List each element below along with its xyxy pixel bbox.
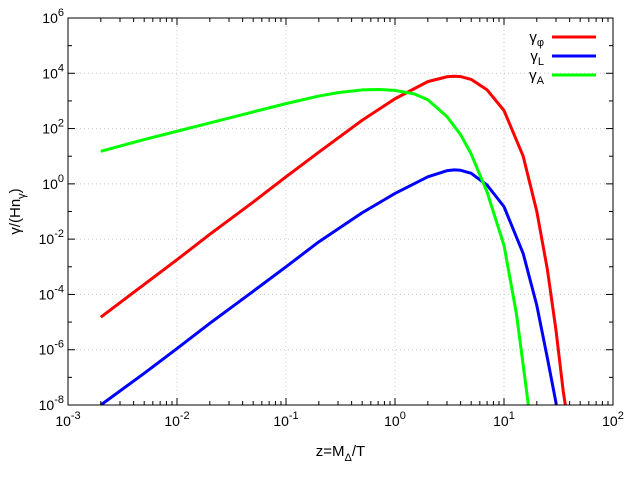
y-tick-label: 10-6 — [39, 339, 64, 358]
y-tick-label: 106 — [42, 7, 64, 26]
x-tick-label: 100 — [384, 410, 406, 429]
x-tick-label: 101 — [493, 410, 515, 429]
series-layer — [99, 74, 567, 405]
y-tick-label: 10-2 — [39, 228, 64, 247]
y-tick-label: 10-8 — [39, 394, 64, 413]
series-line-L — [99, 168, 558, 405]
y-axis-title: γ/(Hnγ) — [7, 188, 28, 234]
x-axis-title: z=MΔ/T — [316, 443, 365, 464]
legend-label-A: γA — [529, 67, 545, 87]
y-tick-label: 10-4 — [39, 283, 64, 302]
y-tick-label: 104 — [42, 62, 64, 81]
x-tick-label: 10-1 — [273, 410, 298, 429]
x-tick-label: 10-2 — [164, 410, 189, 429]
axis-title-layer: z=MΔ/T γ/(Hnγ) — [7, 188, 365, 464]
label-layer: 10-3 10-2 10-1 100 101 102 10-8 10-6 10-4 10-2 100… — [39, 7, 624, 429]
legend-label-φ: γφ — [529, 29, 544, 49]
y-tick-label: 102 — [42, 118, 64, 137]
tick-layer — [67, 17, 614, 406]
series-line-φ — [99, 74, 567, 405]
x-tick-label: 102 — [602, 410, 624, 429]
grid-layer — [68, 18, 613, 405]
legend-label-L: γL — [530, 48, 544, 68]
series-line-A — [100, 87, 530, 405]
x-tick-label: 10-3 — [55, 410, 80, 429]
y-tick-label: 100 — [42, 173, 64, 192]
